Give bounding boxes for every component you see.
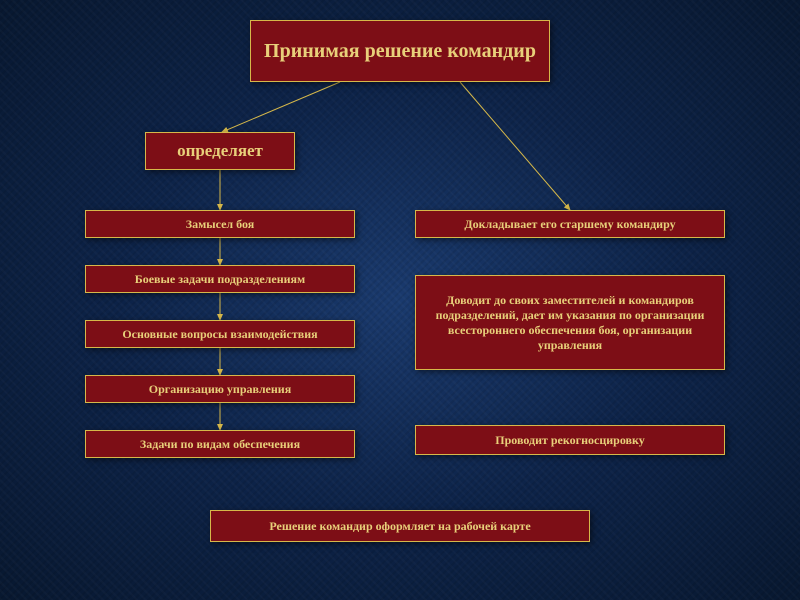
title-box: Принимая решение командир (250, 20, 550, 82)
bottom-box: Решение командир оформляет на рабочей ка… (210, 510, 590, 542)
left-item-4-text: Организацию управления (149, 382, 291, 397)
left-item-2-text: Боевые задачи подразделениям (135, 272, 305, 287)
left-item-5: Задачи по видам обеспечения (85, 430, 355, 458)
left-item-3-text: Основные вопросы взаимодействия (122, 327, 317, 342)
left-item-1-text: Замысел боя (186, 217, 255, 232)
bottom-text: Решение командир оформляет на рабочей ка… (269, 519, 530, 534)
left-item-2: Боевые задачи подразделениям (85, 265, 355, 293)
title-text: Принимая решение командир (264, 38, 536, 64)
right-item-2-text: Доводит до своих заместителей и командир… (424, 293, 716, 353)
left-item-5-text: Задачи по видам обеспечения (140, 437, 300, 452)
left-item-3: Основные вопросы взаимодействия (85, 320, 355, 348)
left-item-1: Замысел боя (85, 210, 355, 238)
right-item-2: Доводит до своих заместителей и командир… (415, 275, 725, 370)
right-item-1: Докладывает его старшему командиру (415, 210, 725, 238)
right-item-3: Проводит рекогносцировку (415, 425, 725, 455)
defines-text: определяет (177, 141, 263, 161)
defines-box: определяет (145, 132, 295, 170)
right-item-1-text: Докладывает его старшему командиру (464, 217, 675, 232)
right-item-3-text: Проводит рекогносцировку (495, 433, 645, 448)
left-item-4: Организацию управления (85, 375, 355, 403)
